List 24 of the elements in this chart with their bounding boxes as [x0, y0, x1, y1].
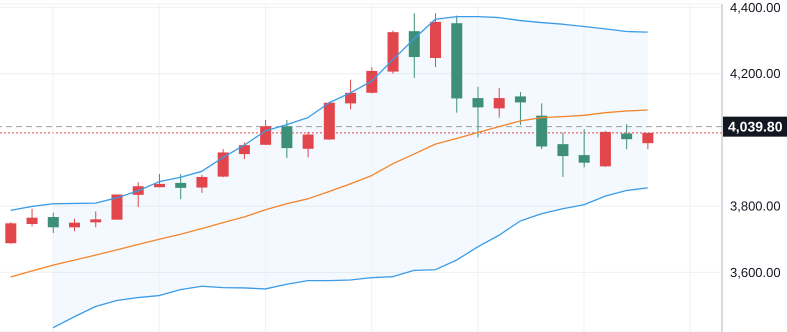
candlestick	[90, 210, 102, 228]
y-tick-label: 4,400.00	[730, 0, 781, 15]
candlestick	[5, 222, 16, 244]
candlestick	[494, 88, 505, 118]
candlestick	[175, 173, 186, 200]
candlestick	[557, 132, 568, 178]
line-series	[10, 16, 648, 212]
line-series	[52, 187, 648, 328]
y-tick-label: 3,600.00	[730, 264, 781, 280]
candlestick	[514, 92, 526, 126]
line-series	[10, 109, 648, 278]
candlestick	[196, 174, 208, 194]
candlestick	[69, 218, 80, 232]
y-tick-label: 4,200.00	[730, 66, 781, 82]
candlestick	[578, 128, 590, 168]
candlestick	[345, 79, 356, 110]
candlestick	[48, 212, 59, 234]
candlestick	[621, 124, 632, 150]
candlestick	[26, 208, 38, 227]
candlestick	[281, 119, 292, 159]
ref-line-label: 4,039.80	[728, 118, 783, 135]
candlestick	[238, 142, 250, 160]
y-tick-label: 3,800.00	[730, 198, 781, 214]
candlestick	[472, 86, 484, 138]
